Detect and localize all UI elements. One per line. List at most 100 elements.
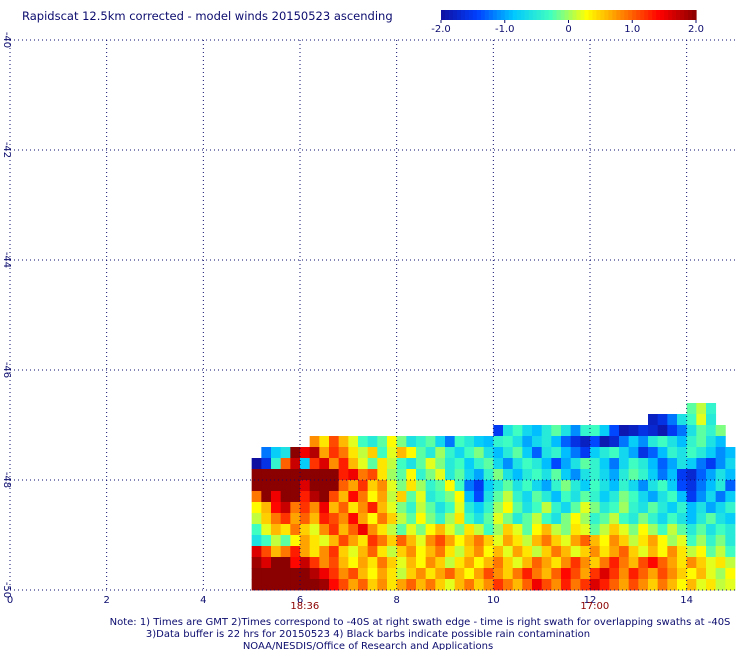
heatmap-cell	[725, 502, 736, 514]
heatmap-cell	[570, 546, 581, 558]
heatmap-cell	[280, 469, 291, 481]
heatmap-cell	[590, 480, 601, 492]
note-line-3: NOAA/NESDIS/Office of Research and Appli…	[243, 641, 493, 650]
heatmap-cell	[445, 546, 456, 558]
heatmap-cell	[406, 535, 417, 547]
heatmap-cell	[329, 447, 340, 459]
heatmap-cell	[387, 491, 398, 503]
heatmap-cell	[512, 425, 523, 437]
heatmap-cell	[715, 469, 726, 481]
heatmap-cell	[638, 524, 649, 536]
heatmap-cell	[329, 524, 340, 536]
heatmap-cell	[445, 447, 456, 459]
heatmap-cell	[541, 579, 552, 591]
heatmap-cell	[715, 436, 726, 448]
note-line-2: 3)Data buffer is 22 hrs for 20150523 4) …	[146, 629, 590, 640]
heatmap-cell	[706, 524, 717, 536]
colorbar-segment	[652, 10, 657, 20]
heatmap-cell	[599, 546, 610, 558]
heatmap-cell	[657, 513, 668, 525]
heatmap-cell	[512, 524, 523, 536]
heatmap-cell	[541, 535, 552, 547]
colorbar-segment	[472, 10, 478, 20]
heatmap-cell	[677, 480, 688, 492]
heatmap-cell	[619, 579, 630, 591]
heatmap-cell	[512, 568, 523, 580]
heatmap-cell	[271, 568, 282, 580]
heatmap-cell	[503, 524, 514, 536]
colorbar-segment	[520, 10, 526, 20]
heatmap-cell	[522, 469, 533, 481]
colorbar-segment	[444, 10, 450, 20]
colorbar-segment	[616, 10, 621, 20]
heatmap-cell	[715, 480, 726, 492]
heatmap-cell	[329, 469, 340, 481]
heatmap-cell	[512, 491, 523, 503]
heatmap-cell	[396, 568, 407, 580]
heatmap-cell	[638, 436, 649, 448]
heatmap-cell	[338, 480, 349, 492]
heatmap-cell	[503, 535, 514, 547]
heatmap-cell	[715, 425, 726, 437]
heatmap-cell	[706, 579, 717, 591]
heatmap-cell	[474, 480, 485, 492]
heatmap-cell	[522, 557, 533, 569]
heatmap-cell	[686, 480, 697, 492]
heatmap-cell	[483, 447, 494, 459]
heatmap-cell	[657, 535, 668, 547]
heatmap-cell	[338, 447, 349, 459]
heatmap-cell	[561, 579, 572, 591]
heatmap-cell	[532, 579, 543, 591]
heatmap-cell	[425, 458, 436, 470]
heatmap-cell	[628, 447, 639, 459]
heatmap-cell	[387, 513, 398, 525]
heatmap-cell	[619, 535, 630, 547]
heatmap-cell	[493, 469, 504, 481]
heatmap-cell	[619, 425, 630, 437]
heatmap-cell	[261, 579, 272, 591]
heatmap-cell	[280, 502, 291, 514]
heatmap-cell	[725, 513, 736, 525]
colorbar-segment	[588, 10, 594, 20]
colorbar-segment	[516, 10, 522, 20]
heatmap-cell	[348, 480, 359, 492]
heatmap-cell	[435, 568, 446, 580]
heatmap-cell	[599, 425, 610, 437]
heatmap-cell	[609, 579, 620, 591]
colorbar-segment	[448, 10, 454, 20]
heatmap-cell	[464, 436, 475, 448]
heatmap-cell	[358, 568, 369, 580]
heatmap-cell	[667, 513, 678, 525]
colorbar-segment	[636, 10, 641, 20]
heatmap-cell	[667, 414, 678, 426]
heatmap-cell	[271, 535, 282, 547]
heatmap-cell	[251, 524, 262, 536]
heatmap-cell	[396, 458, 407, 470]
heatmap-cell	[686, 458, 697, 470]
colorbar-segment	[572, 10, 578, 20]
heatmap-cell	[483, 513, 494, 525]
heatmap-cell	[541, 546, 552, 558]
heatmap-cell	[541, 524, 552, 536]
heatmap-cell	[377, 469, 388, 481]
heatmap-cell	[570, 436, 581, 448]
heatmap-cell	[435, 557, 446, 569]
heatmap-cell	[445, 524, 456, 536]
heatmap-cell	[696, 557, 707, 569]
heatmap-cell	[435, 491, 446, 503]
heatmap-cell	[367, 579, 378, 591]
heatmap-cell	[280, 458, 291, 470]
heatmap-cell	[628, 480, 639, 492]
heatmap-cell	[271, 546, 282, 558]
heatmap-cell	[290, 557, 301, 569]
heatmap-cell	[696, 568, 707, 580]
heatmap-cell	[387, 469, 398, 481]
heatmap-cell	[648, 579, 659, 591]
heatmap-cell	[638, 491, 649, 503]
heatmap-cell	[503, 579, 514, 591]
heatmap-cell	[677, 546, 688, 558]
heatmap-cell	[329, 480, 340, 492]
heatmap-cell	[648, 458, 659, 470]
heatmap-cell	[570, 568, 581, 580]
colorbar-segment	[452, 10, 458, 20]
